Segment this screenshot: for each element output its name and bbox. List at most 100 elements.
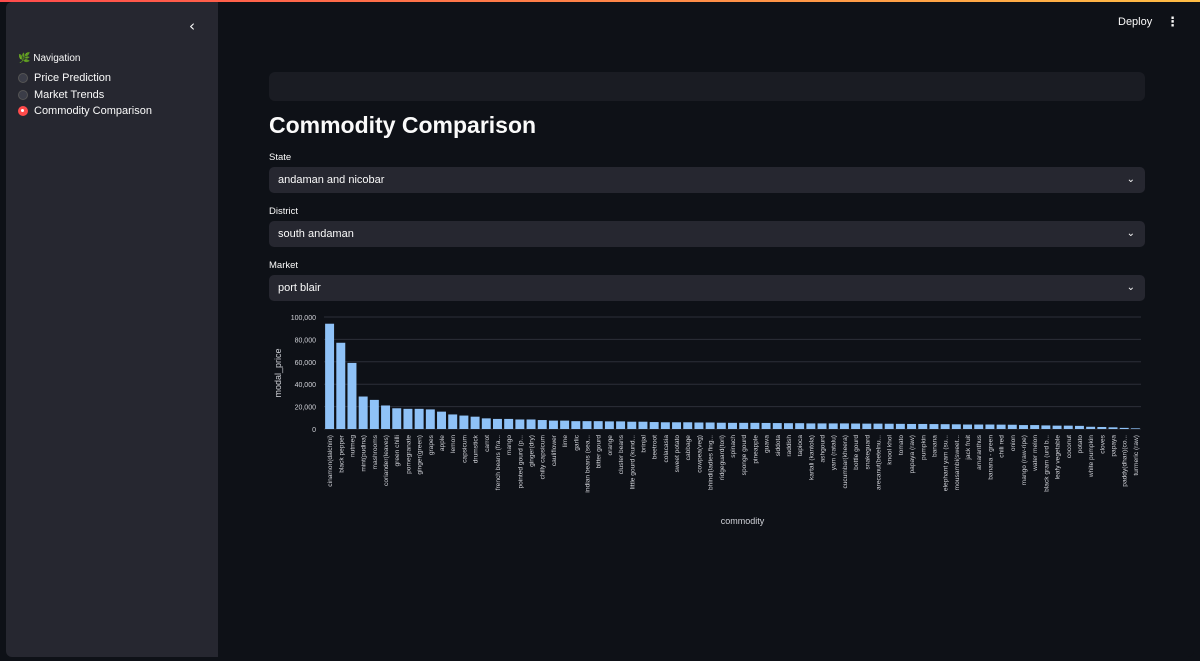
x-tick-label: turmeric (raw)	[1133, 435, 1140, 476]
chevron-down-icon: ⌄	[1126, 228, 1135, 239]
x-tick-label: ashgourd	[820, 435, 827, 463]
bar	[336, 342, 346, 429]
state-select-value: andaman and nicobar	[278, 174, 385, 186]
x-tick-label: raddish	[786, 435, 793, 457]
bar	[459, 415, 469, 429]
bar	[582, 421, 592, 429]
bar	[716, 422, 726, 429]
bar	[325, 323, 335, 429]
bar	[425, 409, 435, 429]
radio-selected-icon	[18, 106, 28, 117]
kebab-menu-icon[interactable]: ⋮	[1166, 15, 1179, 30]
collapse-sidebar-button[interactable]: ‹	[182, 16, 202, 36]
x-tick-label: cauliflower	[551, 434, 558, 466]
bar	[705, 422, 715, 429]
x-tick-label: mashrooms	[372, 434, 379, 469]
bar	[593, 421, 603, 429]
x-tick-label: arecanut(betelnu...	[875, 435, 882, 490]
bar	[683, 422, 693, 429]
bar	[772, 423, 782, 429]
x-tick-label: cloves	[1099, 434, 1106, 453]
nav-item-price-prediction[interactable]: Price Prediction	[18, 70, 152, 87]
x-tick-label: apple	[439, 435, 446, 451]
x-tick-label: lemon	[450, 435, 457, 453]
bar	[504, 418, 514, 429]
bar	[369, 399, 379, 429]
bar	[649, 422, 659, 429]
x-tick-label: sponge gourd	[741, 435, 748, 476]
bar	[817, 423, 827, 429]
x-tick-label: tomato	[898, 435, 905, 455]
x-tick-label: drumstick	[473, 434, 480, 463]
x-tick-label: yam (ratalu)	[831, 435, 838, 470]
x-tick-label: chilly capsicum	[540, 434, 547, 479]
top-accent-bar	[0, 0, 1200, 2]
y-axis-label: modal_price	[273, 348, 283, 397]
x-tick-label: bitter gourd	[596, 435, 603, 469]
sidebar: ‹ 🌿 Navigation Price Prediction Market T…	[6, 2, 218, 657]
bar	[1130, 428, 1140, 429]
x-tick-label: knool khol	[887, 434, 894, 464]
chevron-down-icon: ⌄	[1126, 282, 1135, 293]
navigation-radio-group: Price Prediction Market Trends Commodity…	[18, 70, 152, 120]
bar	[873, 423, 883, 429]
y-tick-label: 20,000	[295, 405, 317, 412]
bar	[403, 408, 413, 429]
market-select[interactable]: port blair ⌄	[269, 275, 1145, 301]
state-select[interactable]: andaman and nicobar ⌄	[269, 167, 1145, 193]
x-axis-label: commodity	[721, 516, 765, 526]
bar	[985, 424, 995, 429]
district-select-value: south andaman	[278, 228, 354, 240]
x-tick-label: beetroot	[652, 435, 659, 459]
bar	[548, 420, 558, 429]
x-tick-label: ridgeguard(tori)	[719, 435, 726, 480]
app-window: ‹ 🌿 Navigation Price Prediction Market T…	[6, 2, 1194, 657]
bar	[974, 424, 984, 429]
bar	[951, 424, 961, 429]
bar	[1086, 426, 1096, 429]
x-tick-label: pineapple	[752, 435, 759, 464]
x-tick-label: green chilli	[394, 434, 401, 466]
deploy-button[interactable]: Deploy	[1118, 16, 1153, 28]
nav-item-label: Commodity Comparison	[34, 105, 152, 118]
y-tick-label: 80,000	[295, 337, 317, 344]
nav-item-commodity-comparison[interactable]: Commodity Comparison	[18, 103, 152, 120]
x-tick-label: cluster beans	[618, 434, 625, 474]
x-tick-label: tapioca	[797, 435, 804, 457]
x-tick-label: indian beans (sea...	[585, 435, 592, 493]
bar	[940, 424, 950, 429]
x-tick-label: kartali (kantola)	[808, 435, 815, 480]
x-tick-label: siddota	[775, 435, 782, 457]
x-tick-label: coriander(leaves)	[383, 435, 390, 486]
bar	[761, 422, 771, 429]
radio-icon	[18, 73, 28, 84]
x-tick-label: cinamon(dalchini)	[327, 435, 334, 487]
x-tick-label: orange	[607, 435, 614, 456]
x-tick-label: snakeguard	[864, 435, 871, 470]
x-tick-label: ginger(dry)	[529, 435, 536, 467]
x-tick-label: banana	[931, 435, 938, 457]
bar	[347, 362, 357, 429]
state-label: State	[269, 152, 292, 163]
x-tick-label: cabbage	[685, 435, 692, 461]
bar	[750, 422, 760, 429]
x-tick-label: cowpea(veg)	[696, 435, 703, 473]
x-tick-label: elephant yam (su...	[943, 435, 950, 491]
nav-item-market-trends[interactable]: Market Trends	[18, 87, 152, 104]
district-select[interactable]: south andaman ⌄	[269, 221, 1145, 247]
y-tick-label: 100,000	[291, 315, 316, 322]
bar	[1074, 425, 1084, 429]
bar	[1097, 426, 1107, 429]
bar	[1030, 425, 1040, 429]
bar	[515, 419, 525, 429]
bar	[660, 422, 670, 429]
bar	[481, 418, 491, 429]
radio-icon	[18, 89, 28, 100]
bar	[862, 423, 872, 429]
bar	[526, 419, 536, 429]
x-tick-label: black pepper	[338, 434, 345, 473]
bar	[381, 405, 391, 429]
commodity-price-bar-chart: 0 20,000 40,000 60,000 80,000 100,000 modal_pr…	[273, 315, 1141, 526]
bar	[638, 421, 648, 429]
x-tick-label: jack fruit	[965, 435, 972, 461]
